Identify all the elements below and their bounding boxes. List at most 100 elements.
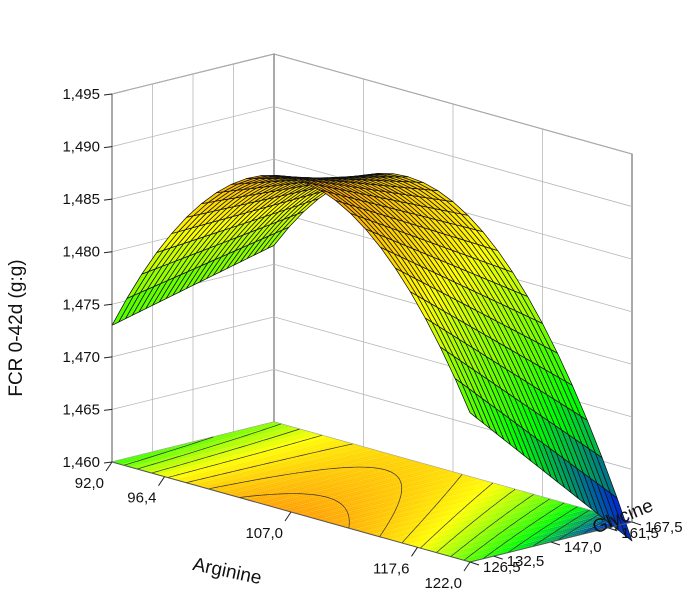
floor-cell: [245, 470, 259, 474]
floor-cell: [473, 536, 487, 540]
floor-cell: [355, 448, 369, 452]
floor-cell: [447, 529, 460, 533]
floor-cell: [281, 480, 294, 484]
floor-cell: [347, 450, 361, 454]
contour-line: [319, 495, 327, 498]
contour-line: [512, 522, 515, 525]
contour-line: [540, 503, 543, 506]
contour-line: [586, 510, 589, 513]
floor-cell: [317, 448, 331, 452]
floor-cell: [566, 509, 580, 513]
contour-line: [146, 465, 150, 467]
contour-line: [494, 536, 496, 538]
floor-cell: [364, 516, 378, 520]
contour-line: [149, 464, 152, 466]
contour-line: [188, 443, 192, 446]
floor-cell: [512, 494, 526, 498]
contour-line: [293, 456, 297, 458]
contour-line: [442, 496, 444, 498]
floor-cell: [295, 510, 309, 514]
floor-cell: [304, 470, 318, 474]
floor-cell: [363, 493, 377, 497]
contour-line: [206, 456, 210, 458]
floor-cell: [202, 467, 216, 471]
x-tick-label: 92,0: [75, 475, 104, 492]
contour-line: [536, 519, 539, 522]
contour-line: [457, 533, 460, 535]
floor-cell: [463, 506, 477, 510]
contour-line: [460, 509, 462, 512]
z-gridline: [111, 106, 633, 207]
floor-cell: [306, 460, 320, 464]
contour-line: [567, 511, 570, 513]
floor-cell: [365, 502, 379, 506]
floor-cell: [406, 496, 420, 500]
floor-cell: [554, 512, 567, 516]
contour-line: [292, 430, 295, 432]
contour-line: [210, 475, 214, 478]
floor-cell: [275, 453, 289, 457]
contour-line: [370, 467, 379, 469]
floor-cell: [302, 461, 316, 465]
floor-cell: [526, 523, 540, 527]
floor-cell: [411, 500, 425, 504]
floor-cell: [419, 474, 433, 478]
floor-cell: [376, 494, 390, 498]
floor-cell: [460, 488, 474, 492]
floor-cell: [366, 483, 380, 487]
contour-line: [455, 481, 457, 483]
floor-cell: [246, 456, 260, 460]
floor-cell: [344, 460, 358, 464]
floor-cell: [551, 522, 565, 526]
floor-cell: [168, 466, 182, 470]
contour-line: [462, 545, 465, 548]
floor-cell: [396, 461, 410, 465]
floor-cell: [436, 541, 450, 545]
floor-cell: [372, 472, 386, 476]
floor-cell: [404, 530, 418, 534]
floor-cell: [492, 499, 506, 503]
contour-line: [478, 516, 481, 518]
contour-line: [499, 544, 502, 547]
floor-cell: [401, 535, 415, 539]
floor-cell: [424, 478, 438, 482]
floor-cell: [284, 475, 298, 479]
contour-line: [263, 450, 267, 453]
floor-cell: [285, 503, 299, 507]
floor-cell: [432, 542, 446, 546]
floor-cell: [442, 483, 456, 487]
contour-line: [427, 540, 429, 542]
contour-line: [465, 557, 467, 560]
contour-line: [153, 471, 157, 473]
contour-line: [529, 510, 532, 513]
floor-cell: [454, 499, 468, 503]
floor-cell: [291, 468, 305, 472]
x-axis-title: Arginine: [191, 554, 264, 589]
floor-cell: [395, 504, 409, 508]
contour-line: [470, 539, 473, 542]
contour-line: [226, 440, 230, 442]
contour-line: [541, 528, 544, 530]
floor-cell: [242, 457, 256, 461]
floor-cell: [220, 472, 234, 476]
contour-line: [407, 534, 410, 537]
floor-cell: [428, 543, 442, 547]
floor-cell: [323, 456, 336, 460]
floor-cell: [289, 459, 303, 463]
contour-line: [501, 515, 504, 518]
floor-cell: [362, 531, 376, 535]
floor-cell: [386, 501, 400, 505]
floor-cell: [283, 470, 297, 474]
floor-cell: [288, 431, 302, 435]
floor-cell: [462, 497, 476, 501]
floor-cell: [508, 542, 522, 546]
floor-cell: [471, 546, 485, 550]
floor-cell: [434, 508, 448, 512]
contour-line: [514, 534, 517, 537]
floor-cell: [334, 495, 348, 499]
floor-cell: [379, 531, 393, 535]
floor-cell: [310, 501, 324, 505]
floor-cell: [307, 464, 321, 468]
contour-line: [427, 540, 429, 542]
floor-cell: [133, 465, 147, 469]
